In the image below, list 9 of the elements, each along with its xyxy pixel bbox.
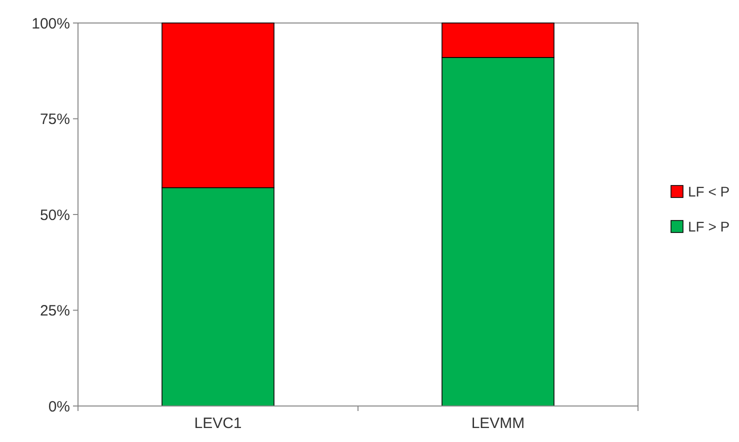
y-tick-label: 50% bbox=[40, 206, 70, 224]
legend-label: LF < P bbox=[688, 183, 730, 200]
x-tick-label: LEVMM bbox=[471, 415, 525, 432]
y-tick-label: 0% bbox=[48, 398, 70, 416]
legend-label: LF > P bbox=[688, 218, 730, 234]
y-tick-label: 75% bbox=[40, 111, 70, 128]
x-tick-label: LEVC1 bbox=[194, 415, 242, 432]
y-tick-label: 100% bbox=[32, 15, 70, 32]
y-tick-label: 25% bbox=[40, 302, 70, 320]
